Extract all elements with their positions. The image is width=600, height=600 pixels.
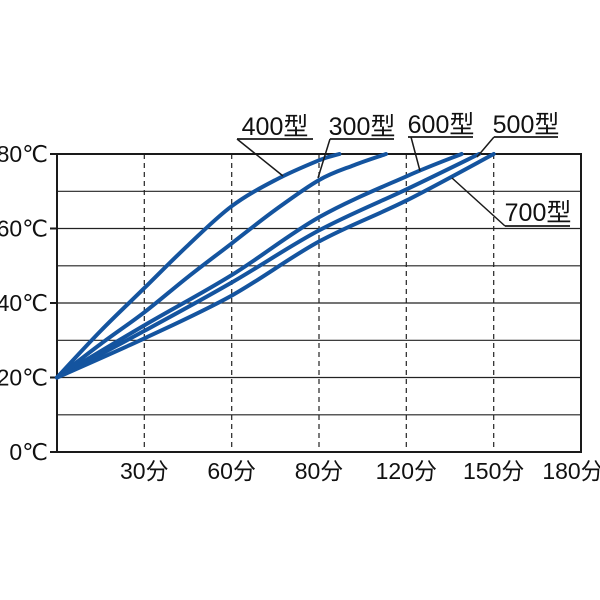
x-tick-label: 180分 [542, 458, 600, 484]
y-tick-label: 60℃ [0, 216, 48, 242]
leader-line-500型 [476, 136, 495, 158]
x-tick-label: 120分 [376, 458, 437, 484]
curve-400型 [55, 152, 342, 380]
series-label-600型: 600型 [408, 111, 475, 139]
series-label-300型: 300型 [329, 113, 396, 141]
leader-line-700型 [451, 177, 506, 227]
y-tick-label: 40℃ [0, 290, 48, 316]
curve-600型 [55, 152, 464, 380]
curve-700型 [55, 152, 496, 380]
x-tick-label: 60分 [207, 458, 256, 484]
y-tick-label: 80℃ [0, 141, 48, 167]
leader-line-300型 [317, 138, 331, 179]
y-tick-label: 20℃ [0, 365, 48, 391]
plot-border [56, 153, 582, 453]
curve-500型 [55, 152, 482, 380]
series-label-400型: 400型 [242, 113, 309, 141]
series-label-500型: 500型 [493, 111, 560, 139]
y-tick-label: 0℃ [9, 439, 48, 465]
x-tick-label: 80分 [295, 458, 344, 484]
x-tick-label: 150分 [463, 458, 524, 484]
curve-300型 [55, 152, 388, 380]
series-label-700型: 700型 [505, 199, 572, 227]
x-tick-label: 30分 [120, 458, 169, 484]
leader-line-600型 [410, 136, 421, 172]
leader-line-400型 [236, 138, 284, 177]
